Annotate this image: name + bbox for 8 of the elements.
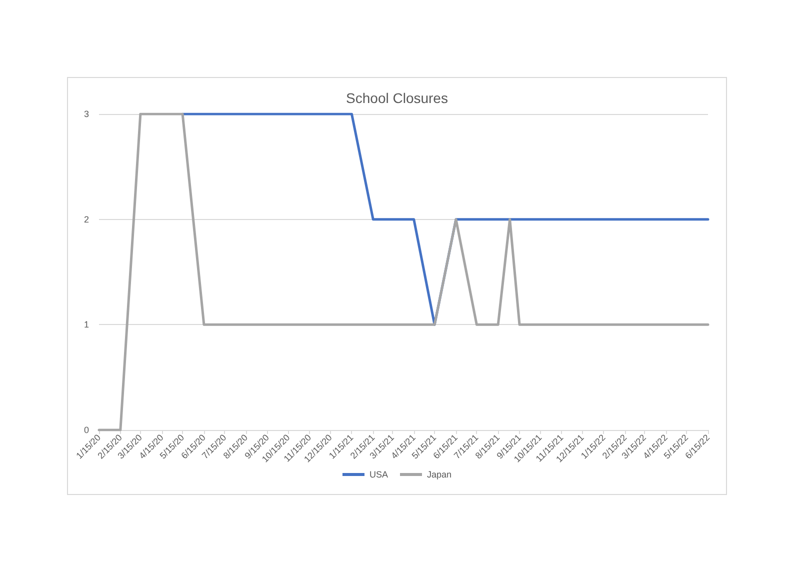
y-tick-label: 3 xyxy=(84,109,89,119)
y-tick-label: 0 xyxy=(84,425,89,435)
line-series xyxy=(98,112,710,432)
y-tick-label: 2 xyxy=(84,214,89,224)
legend-label: USA xyxy=(369,470,388,480)
y-tick-label: 1 xyxy=(84,320,89,330)
chart-title: School Closures xyxy=(346,90,448,106)
legend-label: Japan xyxy=(426,470,452,480)
